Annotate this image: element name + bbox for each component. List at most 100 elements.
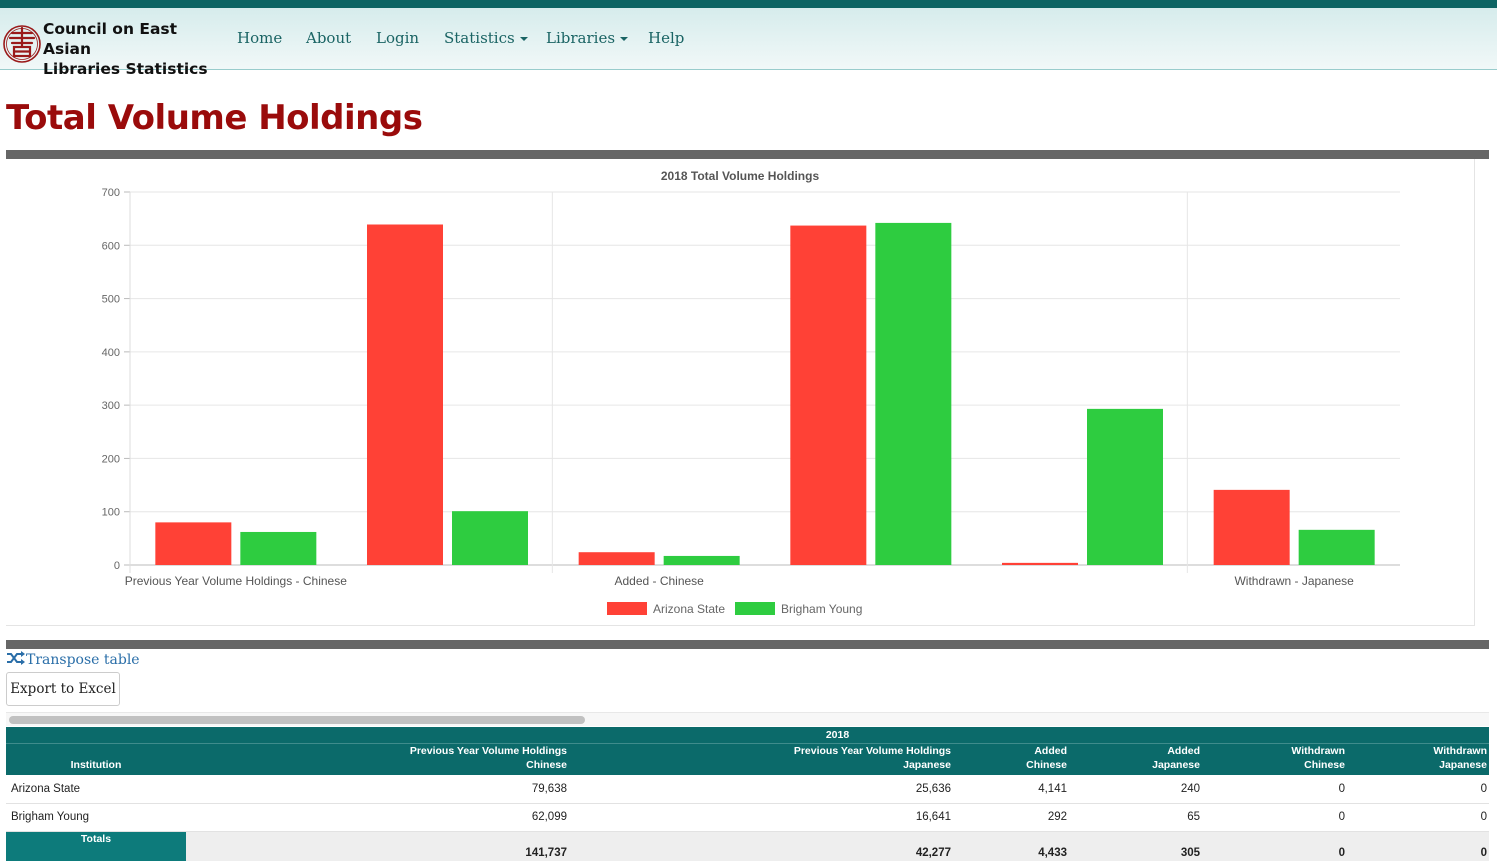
bar-arizona-state — [578, 552, 655, 565]
bar-brigham-young — [1298, 529, 1375, 565]
col-header-line: Japanese — [1439, 759, 1487, 771]
cell-value: 62,099 — [186, 803, 569, 832]
bar-arizona-state — [790, 225, 867, 565]
year-header-spacer — [6, 727, 186, 744]
bar-arizona-state — [1213, 489, 1290, 565]
export-excel-button[interactable]: Export to Excel — [6, 672, 120, 706]
bar-arizona-state — [367, 224, 443, 566]
nav-libraries-dropdown[interactable]: Libraries — [546, 29, 629, 47]
nav-statistics-label: Statistics — [444, 29, 515, 47]
cell-value: 25,636 — [569, 775, 953, 804]
cell-value: 0 — [1347, 775, 1489, 804]
y-tick-label: 500 — [102, 294, 120, 306]
bar-brigham-young — [1087, 408, 1163, 565]
y-tick-label: 700 — [102, 187, 120, 199]
chart-top-divider — [6, 150, 1489, 159]
total-value: 4,433 — [953, 831, 1069, 861]
col-header-line: Withdrawn — [1433, 745, 1487, 757]
chart-bottom-divider — [6, 640, 1489, 649]
chart-title: 2018 Total Volume Holdings — [661, 169, 820, 183]
navbar: Council on East Asian Libraries Statisti… — [0, 8, 1497, 78]
x-tick-label: Previous Year Volume Holdings - Chinese — [125, 574, 347, 588]
nav-libraries-label: Libraries — [546, 29, 616, 47]
chart-panel: 2018 Total Volume Holdings 0 100 200 300 400… — [6, 159, 1475, 626]
horizontal-scrollbar[interactable] — [6, 712, 1489, 726]
legend-label: Brigham Young — [781, 602, 862, 616]
brand-title-line2: Libraries Statistics — [43, 60, 208, 78]
total-value: 42,277 — [569, 831, 953, 861]
brand-title-line1: Council on East Asian — [43, 20, 178, 58]
col-header-line: Added — [1034, 745, 1067, 757]
col-header-added-chinese[interactable]: Added Chinese — [953, 743, 1069, 775]
bar-brigham-young — [452, 511, 528, 565]
col-header-line: Chinese — [526, 759, 567, 771]
holdings-table: 2018 Institution Previous Year Volume Ho… — [6, 727, 1489, 861]
bar-brigham-young — [875, 222, 952, 566]
bar-arizona-state — [1002, 562, 1078, 565]
legend-label: Arizona State — [653, 602, 725, 616]
cell-value: 0 — [1347, 803, 1489, 832]
scrollbar-thumb[interactable] — [9, 716, 585, 724]
nav-about[interactable]: About — [306, 29, 352, 47]
col-header-line: Previous Year Volume Holdings — [409, 745, 567, 757]
cell-value: 79,638 — [186, 775, 569, 804]
cell-value: 4,141 — [953, 775, 1069, 804]
col-header-line: Withdrawn — [1291, 745, 1345, 757]
transpose-label: Transpose table — [26, 652, 140, 668]
col-header-added-japanese[interactable]: Added Japanese — [1069, 743, 1202, 775]
cell-value: 16,641 — [569, 803, 953, 832]
bar-arizona-state — [155, 522, 232, 565]
y-tick-label: 100 — [102, 507, 120, 519]
cell-institution: Brigham Young — [6, 803, 186, 832]
cell-value: 240 — [1069, 775, 1202, 804]
nav-login[interactable]: Login — [376, 29, 420, 47]
y-tick-label: 0 — [114, 560, 120, 572]
bar-chart: 2018 Total Volume Holdings 0 100 200 300 400… — [102, 169, 1400, 616]
cell-value: 292 — [953, 803, 1069, 832]
col-header-line: Previous Year Volume Holdings — [793, 745, 951, 757]
legend-swatch — [735, 602, 775, 615]
col-header-institution[interactable]: Institution — [6, 743, 186, 775]
caret-down-icon — [620, 37, 629, 41]
cell-institution: Arizona State — [6, 775, 186, 804]
col-header-prev-chinese[interactable]: Previous Year Volume Holdings Chinese — [186, 743, 569, 775]
totals-row: Totals 141,737 42,277 4,433 305 0 0 — [6, 831, 1489, 861]
table-row: Brigham Young 62,099 16,641 292 65 0 0 — [6, 803, 1489, 832]
col-header-line: Added — [1167, 745, 1200, 757]
cell-value: 0 — [1202, 803, 1347, 832]
y-tick-label: 200 — [102, 453, 120, 465]
cell-value: 0 — [1202, 775, 1347, 804]
brand-title[interactable]: Council on East Asian Libraries Statisti… — [43, 19, 223, 79]
total-value: 305 — [1069, 831, 1202, 861]
top-strip — [0, 0, 1497, 8]
col-header-withdrawn-chinese[interactable]: Withdrawn Chinese — [1202, 743, 1347, 775]
year-header: 2018 — [186, 727, 1489, 744]
shuffle-icon — [7, 651, 25, 665]
nav-help[interactable]: Help — [648, 29, 685, 47]
y-tick-label: 400 — [102, 347, 120, 359]
col-header-line: Chinese — [1026, 759, 1067, 771]
total-value: 141,737 — [186, 831, 569, 861]
bar-brigham-young — [663, 555, 740, 565]
nav-statistics-dropdown[interactable]: Statistics — [444, 29, 528, 47]
col-header-line: Japanese — [903, 759, 951, 771]
x-tick-label: Withdrawn - Japanese — [1234, 574, 1354, 588]
page-title: Total Volume Holdings — [6, 98, 423, 138]
totals-label: Totals — [6, 831, 186, 861]
y-tick-label: 300 — [102, 400, 120, 412]
cell-value: 65 — [1069, 803, 1202, 832]
nav-home[interactable]: Home — [237, 29, 283, 47]
book-seal-icon — [3, 25, 41, 63]
y-tick-label: 600 — [102, 240, 120, 252]
total-value: 0 — [1202, 831, 1347, 861]
col-header-prev-japanese[interactable]: Previous Year Volume Holdings Japanese — [569, 743, 953, 775]
transpose-table-link[interactable]: Transpose table — [6, 651, 140, 668]
caret-down-icon — [519, 37, 528, 41]
legend-swatch — [607, 602, 647, 615]
col-header-withdrawn-japanese[interactable]: Withdrawn Japanese — [1347, 743, 1489, 775]
total-value: 0 — [1347, 831, 1489, 861]
bar-brigham-young — [240, 531, 317, 565]
col-header-line: Japanese — [1152, 759, 1200, 771]
x-tick-label: Added - Chinese — [614, 574, 704, 588]
table-row: Arizona State 79,638 25,636 4,141 240 0 … — [6, 775, 1489, 804]
